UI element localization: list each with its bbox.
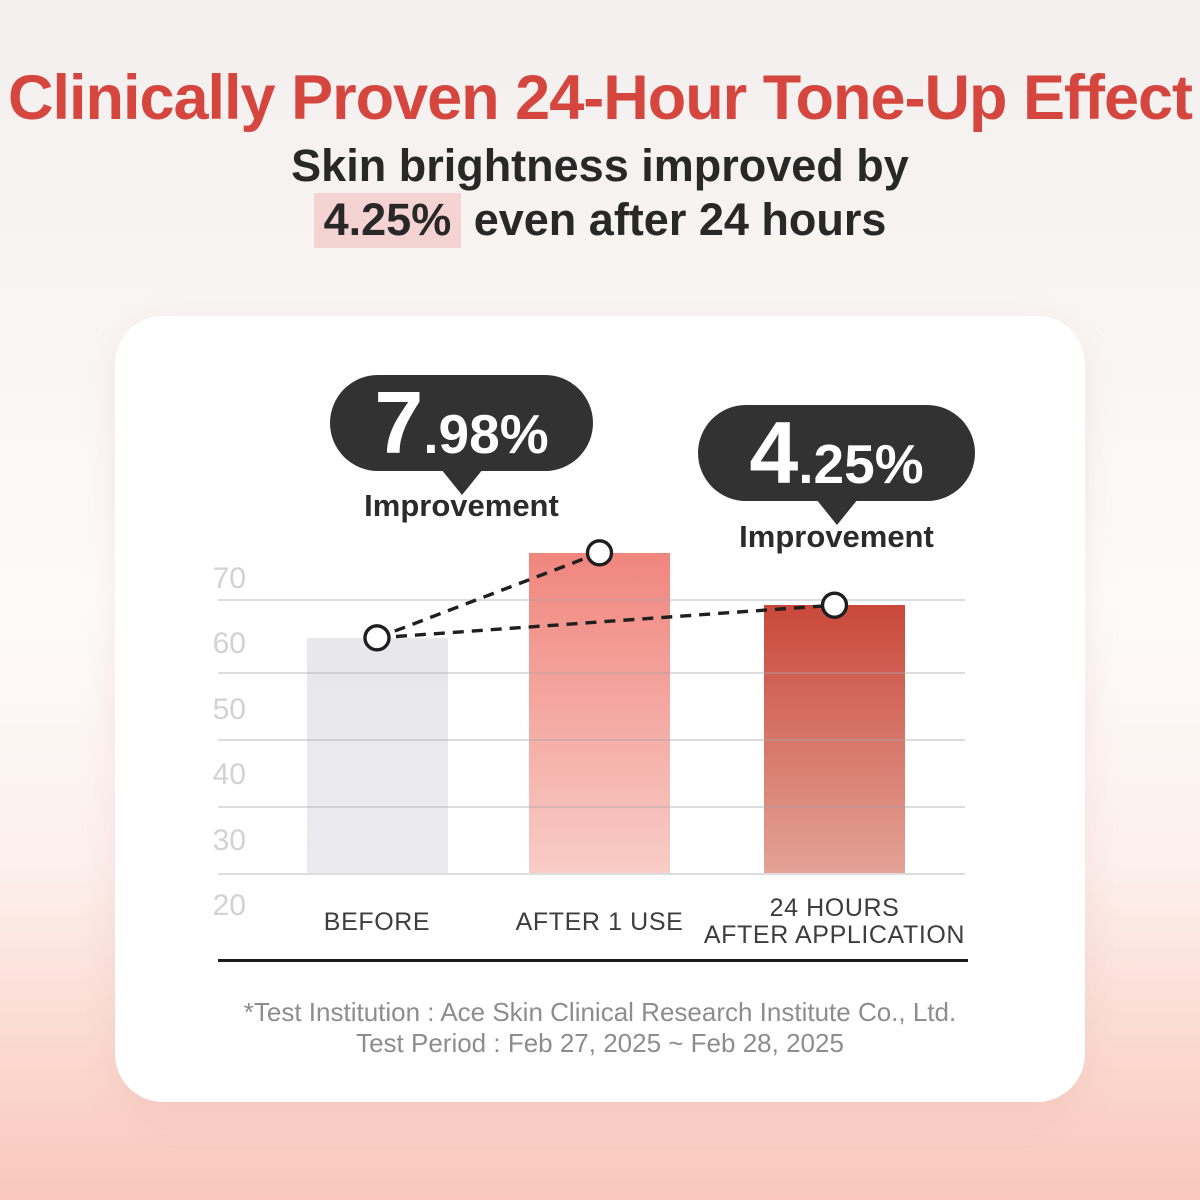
bubble-value-major: 4	[749, 403, 799, 502]
page-title: Clinically Proven 24-Hour Tone-Up Effect	[7, 63, 1193, 133]
improvement-label-2: Improvement	[739, 519, 934, 554]
subtitle-line1: Skin brightness improved by	[291, 140, 909, 191]
x-axis-line	[218, 959, 968, 962]
gridline	[218, 672, 965, 674]
y-axis-tick-label: 30	[212, 823, 246, 857]
bar-before	[306, 637, 448, 873]
x-axis-category-line: 24 HOURS	[769, 894, 900, 922]
y-axis-tick-label: 70	[212, 562, 246, 595]
subtitle-line2-rest: even after 24 hours	[461, 194, 887, 245]
bubble-value-minor: .98%	[423, 402, 549, 465]
y-axis-tick-label: 60	[212, 627, 246, 661]
x-axis-category-line: BEFORE	[323, 907, 431, 936]
subtitle-highlight: 4.25%	[313, 193, 462, 248]
bubble-value-major: 7	[374, 373, 424, 472]
gridline	[218, 806, 965, 808]
gridline	[218, 599, 965, 601]
bubble-value-minor: .25%	[798, 432, 924, 495]
test-institution-note: *Test Institution : Ace Skin Clinical Re…	[243, 997, 957, 1027]
x-axis-category-line: AFTER 1 USE	[515, 907, 684, 936]
x-axis-category-label: BEFORE	[227, 894, 527, 950]
bar-24-hours-after-application	[764, 605, 905, 873]
x-axis-category-label: 24 HOURS AFTER APPLICATION	[685, 894, 985, 950]
test-period-note: Test Period : Feb 27, 2025 ~ Feb 28, 202…	[356, 1028, 844, 1058]
improvement-label-1: Improvement	[364, 488, 559, 523]
y-axis-tick-label: 20	[212, 889, 246, 922]
x-axis-category-line: AFTER APPLICATION	[703, 921, 966, 949]
gridline	[218, 739, 965, 741]
y-axis-tick-label: 50	[212, 692, 246, 726]
subtitle-line2: 4.25% even after 24 hours	[0, 193, 1200, 248]
improvement-bubble-after-1-use: 7.98%	[330, 373, 593, 495]
improvement-bubble-24-hours: 4.25%	[698, 403, 975, 525]
x-axis-category-label: AFTER 1 USE	[450, 894, 750, 950]
bubble-tail-icon	[440, 469, 483, 495]
y-axis-tick-label: 40	[212, 758, 246, 792]
gridline	[218, 873, 965, 875]
bubble-tail-icon	[815, 499, 858, 525]
